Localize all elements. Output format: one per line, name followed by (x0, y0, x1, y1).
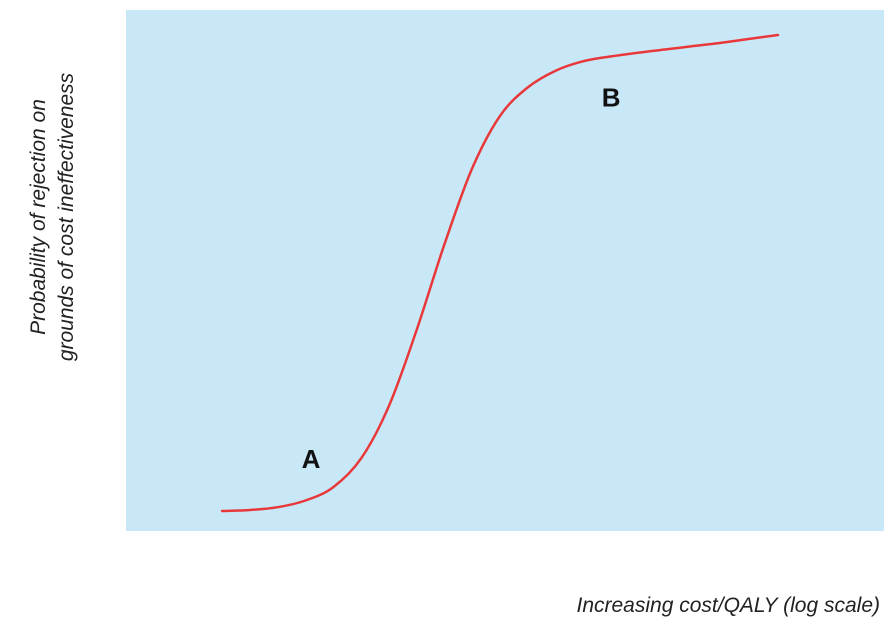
series-line-0 (220, 33, 780, 513)
y-axis-label-line-1: Probability of rejection on (27, 99, 50, 335)
x-axis-label: Increasing cost/QALY (log scale) (577, 594, 881, 617)
annotation-a: A (302, 444, 321, 474)
y-axis-label-line-2: grounds of cost ineffectiveness (55, 72, 78, 361)
chart-labels: AB (302, 82, 621, 474)
chart-marks (220, 33, 780, 513)
annotation-b: B (602, 82, 621, 112)
plot-area (126, 10, 884, 531)
